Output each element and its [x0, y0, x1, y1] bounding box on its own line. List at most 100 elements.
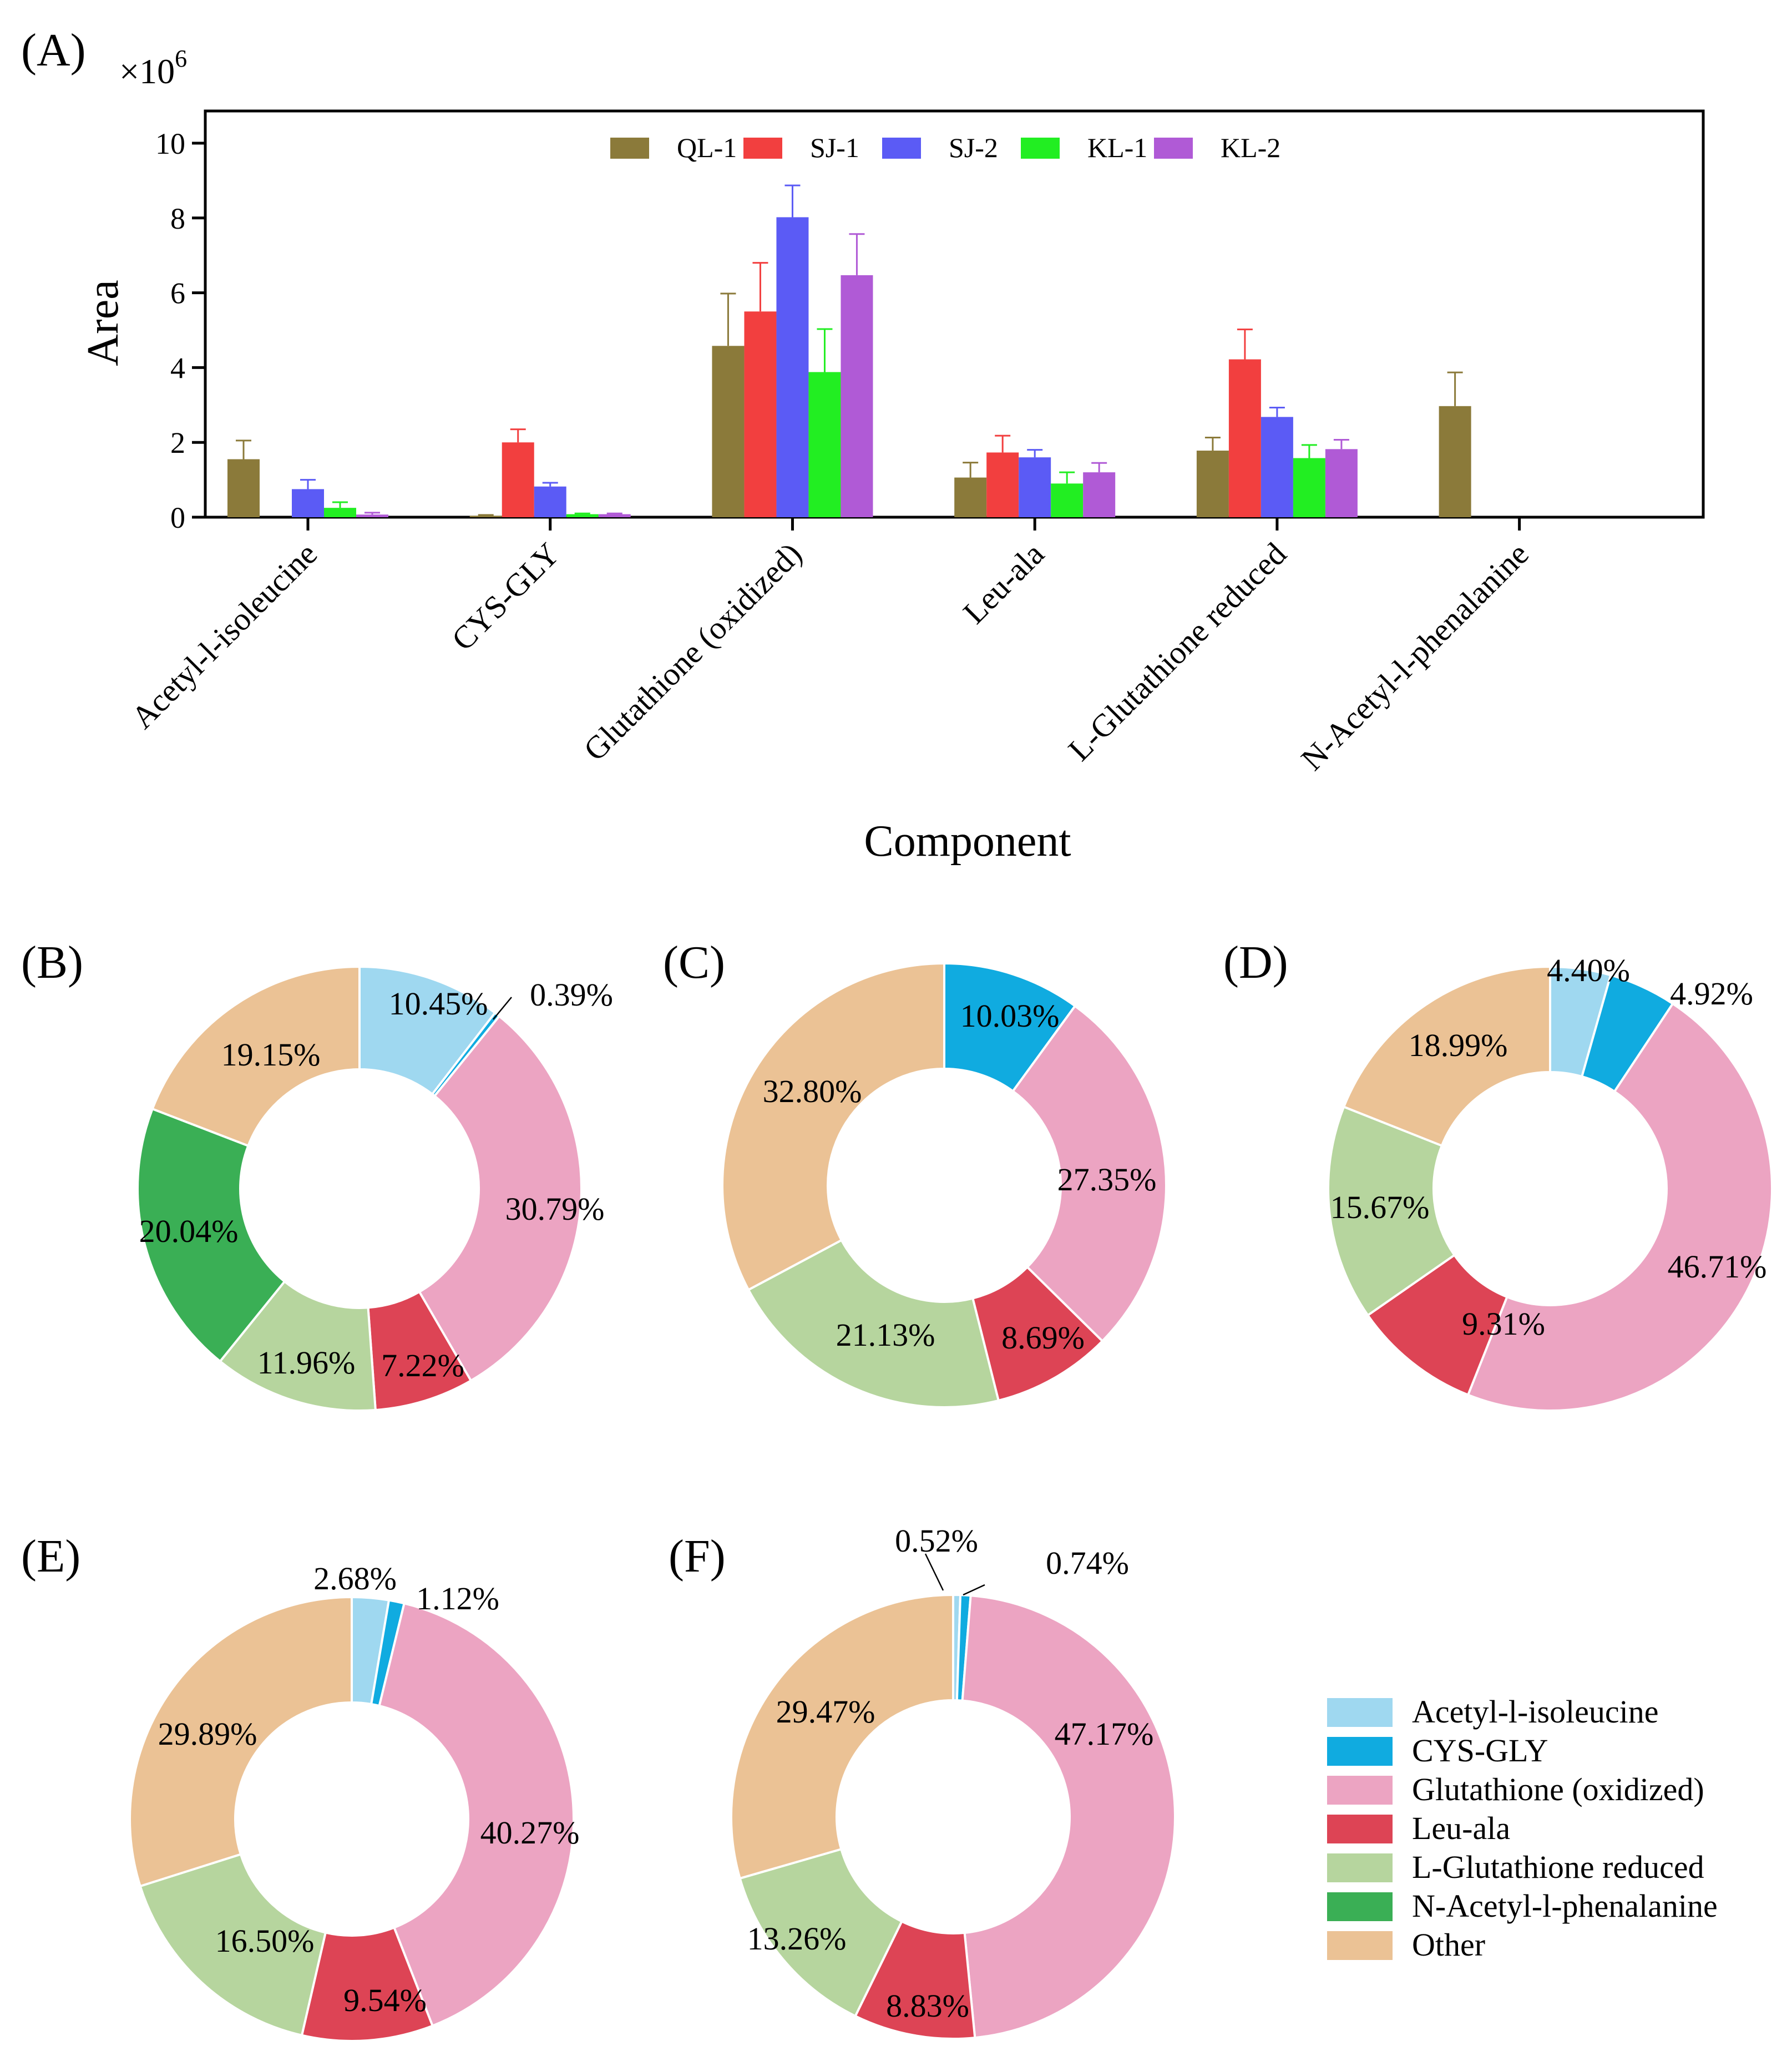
- legend-label-l-glutathione-reduced: L-Glutathione reduced: [1412, 1849, 1704, 1885]
- slice-n-acetyl-l-phenalanine: [136, 1107, 286, 1363]
- bar-ql-1: [1196, 451, 1229, 517]
- slice-percent-label: 0.74%: [1046, 1545, 1129, 1581]
- bar-ql-1: [1439, 406, 1471, 517]
- slice-percent-label: 18.99%: [1409, 1027, 1508, 1063]
- slice-percent-label: 32.80%: [763, 1073, 862, 1109]
- legend-swatch-glutathione-oxidized-: [1327, 1776, 1393, 1805]
- panel-label-f: (F): [669, 1530, 726, 1582]
- legend-swatch-sj-2: [882, 138, 921, 159]
- legend-label-other: Other: [1412, 1927, 1485, 1963]
- bar-sj-2: [292, 489, 324, 517]
- bar-kl-1: [324, 508, 356, 517]
- y-tick-label: 2: [170, 426, 185, 459]
- slice-other: [721, 962, 945, 1291]
- bar-sj-2: [1019, 457, 1051, 517]
- legend-label-ql-1: QL-1: [677, 132, 737, 163]
- slice-percent-label: 9.31%: [1462, 1306, 1545, 1342]
- bar-kl-1: [566, 514, 599, 517]
- slice-other: [151, 965, 361, 1148]
- bar-sj-2: [776, 217, 809, 517]
- slice-other: [129, 1595, 353, 1888]
- label-leader-line: [924, 1553, 944, 1591]
- slice-percent-label: 13.26%: [747, 1921, 847, 1957]
- slice-percent-label: 1.12%: [416, 1580, 499, 1616]
- slice-percent-label: 8.83%: [886, 1988, 969, 2024]
- bar-sj-1: [986, 452, 1019, 517]
- donut-chart-e: 2.68% 1.12% 40.27% 9.54% 16.50% 29.89%: [129, 1560, 580, 2042]
- slice-percent-label: 0.39%: [530, 977, 613, 1013]
- donut-chart-b: 10.45% 0.39% 30.79% 7.22% 11.96% 20.04% 19.15%: [136, 965, 613, 1412]
- slice-percent-label: 46.71%: [1668, 1249, 1767, 1285]
- bar-kl-2: [1083, 472, 1116, 517]
- bar-ql-1: [469, 516, 502, 517]
- slice-percent-label: 29.47%: [776, 1694, 875, 1730]
- y-tick-label: 10: [155, 127, 185, 160]
- slice-percent-label: 40.27%: [480, 1815, 580, 1851]
- legend-swatch-kl-2: [1154, 138, 1193, 159]
- x-axis-title: Component: [864, 817, 1071, 866]
- slice-percent-label: 9.54%: [343, 1982, 427, 2018]
- plot-frame: [204, 109, 1705, 519]
- bar-kl-1: [1051, 483, 1084, 517]
- y-tick-label: 0: [170, 501, 185, 534]
- legend-swatch-cys-gly: [1327, 1737, 1393, 1766]
- bar-kl-1: [808, 372, 841, 517]
- y-tick-label: 6: [170, 277, 185, 310]
- bar-sj-1: [1228, 359, 1261, 517]
- slice-percent-label: 29.89%: [158, 1716, 257, 1752]
- legend-swatch-acetyl-l-isoleucine: [1327, 1698, 1393, 1727]
- slice-percent-label: 15.67%: [1330, 1189, 1430, 1225]
- panel-label-e: (E): [21, 1530, 80, 1582]
- donut-chart-f: 0.52% 0.74% 47.17% 8.83% 13.26% 29.47%: [730, 1523, 1177, 2040]
- label-leader-line: [963, 1584, 985, 1596]
- slice-percent-label: 47.17%: [1055, 1716, 1154, 1752]
- slice-glutathione-oxidized-: [1011, 1004, 1167, 1343]
- y-tick-label: 4: [170, 351, 185, 385]
- slice-percent-label: 20.04%: [139, 1213, 239, 1249]
- y-axis-title: Area: [79, 280, 128, 366]
- slice-percent-label: 11.96%: [257, 1345, 356, 1381]
- legend-swatch-ql-1: [610, 138, 649, 159]
- slice-glutathione-oxidized-: [418, 1014, 583, 1382]
- bar-ql-1: [954, 477, 987, 517]
- label-leader-line: [493, 997, 512, 1020]
- slice-percent-label: 27.35%: [1057, 1161, 1157, 1198]
- bar-sj-2: [1261, 417, 1293, 517]
- donut-charts: 10.45% 0.39% 30.79% 7.22% 11.96% 20.04% 19.15%…: [129, 952, 1773, 2042]
- slice-percent-label: 0.52%: [895, 1523, 978, 1559]
- legend-swatch-leu-ala: [1327, 1815, 1393, 1843]
- legend-label-n-acetyl-l-phenalanine: N-Acetyl-l-phenalanine: [1412, 1888, 1718, 1924]
- slice-cys-gly: [943, 962, 1077, 1093]
- slice-percent-label: 21.13%: [836, 1317, 935, 1353]
- slice-percent-label: 19.15%: [221, 1037, 321, 1073]
- slice-l-glutathione-reduced: [738, 1847, 904, 2018]
- legend-label-cys-gly: CYS-GLY: [1412, 1732, 1548, 1769]
- slice-percent-label: 16.50%: [215, 1923, 315, 1959]
- legend-label-leu-ala: Leu-ala: [1412, 1810, 1510, 1846]
- panel-label-b: (B): [21, 937, 83, 988]
- bar-sj-2: [534, 486, 566, 517]
- slice-other: [1342, 965, 1551, 1148]
- legend-label-kl-1: KL-1: [1087, 132, 1147, 163]
- slice-percent-label: 7.22%: [381, 1347, 464, 1383]
- slice-percent-label: 2.68%: [313, 1560, 397, 1597]
- bar-kl-2: [356, 514, 388, 517]
- slice-percent-label: 30.79%: [505, 1191, 605, 1227]
- slice-percent-label: 8.69%: [1001, 1320, 1085, 1356]
- y-tick-label: 8: [170, 202, 185, 235]
- bar-kl-2: [598, 514, 631, 517]
- slice-glutathione-oxidized-: [961, 1594, 1177, 2039]
- bar-ql-1: [712, 346, 745, 517]
- bar-kl-2: [1325, 449, 1358, 517]
- legend-label-acetyl-l-isoleucine: Acetyl-l-isoleucine: [1412, 1694, 1659, 1730]
- slice-percent-label: 4.40%: [1547, 952, 1630, 988]
- slice-glutathione-oxidized-: [378, 1602, 575, 2028]
- slice-l-glutathione-reduced: [139, 1852, 327, 2037]
- panel-label-a: (A): [21, 24, 86, 76]
- panel-label-c: (C): [663, 937, 725, 988]
- slice-percent-label: 10.03%: [960, 998, 1060, 1034]
- legend-label-glutathione-oxidized-: Glutathione (oxidized): [1412, 1771, 1704, 1807]
- slice-percent-label: 4.92%: [1670, 976, 1753, 1012]
